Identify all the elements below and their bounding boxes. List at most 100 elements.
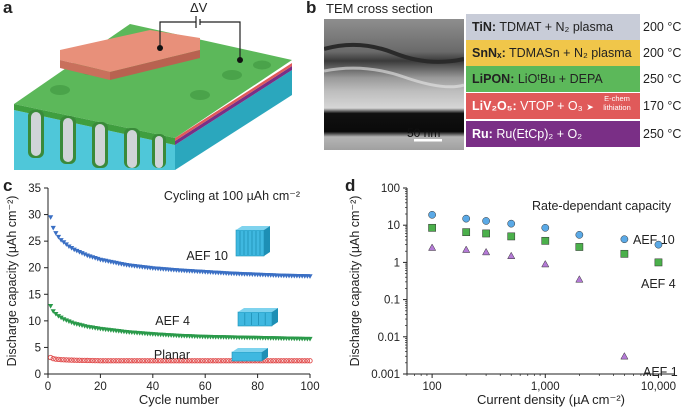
temp-tin: 200 °C (643, 20, 682, 34)
y-tick-label: 10 (387, 220, 400, 232)
data-point-planar (213, 358, 219, 364)
data-point-aef-10 (82, 252, 88, 257)
data-point-aef-10 (620, 235, 629, 244)
data-point-aef-4 (307, 336, 313, 342)
data-point-planar (61, 357, 67, 363)
data-point-planar (273, 358, 279, 364)
y-tick-label: 30 (28, 210, 41, 222)
temp-ru: 250 °C (643, 127, 682, 141)
series-label-planar: Planar (154, 348, 190, 362)
device-schematic: ΔV (14, 0, 292, 170)
data-point-aef-10 (507, 219, 516, 228)
panel-letter-d: d (345, 176, 356, 195)
data-point-aef-10 (74, 248, 80, 254)
data-point-planar (275, 358, 282, 364)
layer-lipon: LiPON: LiOᵗBu + DEPA (466, 66, 640, 92)
data-point-aef-4 (575, 243, 584, 251)
data-point-planar (307, 358, 313, 364)
data-point-planar (76, 357, 83, 363)
data-point-aef-10 (61, 240, 67, 245)
data-point-planar (82, 357, 88, 364)
data-point-planar (126, 358, 132, 364)
data-point-aef-4 (507, 232, 516, 241)
data-point-planar (302, 358, 308, 364)
series-label-aef-4: AEF 4 (155, 314, 190, 328)
data-point-planar (265, 358, 271, 364)
data-point-planar (155, 358, 161, 364)
data-point-planar (202, 358, 208, 364)
data-point-planar (194, 358, 200, 364)
data-point-planar (134, 358, 140, 364)
data-point-planar (79, 357, 85, 363)
data-point-planar (129, 358, 135, 364)
data-point-planar (53, 356, 59, 362)
panel-letter-b: b (306, 0, 317, 17)
x-axis-label: Current density (µA cm⁻²) (477, 392, 625, 407)
data-point-planar (176, 358, 182, 364)
data-point-planar (296, 358, 303, 364)
data-point-planar (152, 358, 159, 364)
x-tick-label: 80 (251, 381, 264, 393)
data-point-aef-10 (66, 244, 72, 250)
data-point-aef-4 (58, 315, 64, 321)
tem-title: TEM cross section (326, 1, 433, 16)
data-point-planar (210, 358, 216, 364)
data-point-planar (92, 357, 98, 364)
y-tick-label: 0.1 (384, 295, 400, 307)
series-icon-aef-4 (237, 308, 278, 327)
data-point-aef-10 (307, 274, 313, 279)
data-point-aef-10 (541, 223, 550, 232)
voltage-circuit (159, 16, 241, 60)
data-point-aef-4 (462, 228, 471, 237)
voltage-label: ΔV (190, 0, 208, 15)
y-tick-label: 20 (28, 263, 41, 275)
tem-image (324, 19, 464, 150)
y-tick-label: 5 (35, 342, 41, 354)
y-tick-label: 0.01 (378, 332, 400, 344)
lithiation-note: E-chem lithiation (603, 94, 631, 112)
data-point-planar (163, 358, 169, 364)
top-surface (14, 24, 292, 138)
data-point-planar (218, 358, 224, 364)
data-point-planar (74, 357, 80, 363)
data-point-planar (199, 358, 206, 364)
data-point-planar (207, 358, 214, 364)
data-point-planar (171, 358, 177, 364)
top-electrode (60, 30, 200, 72)
data-point-planar (84, 357, 90, 364)
data-point-aef-10 (575, 231, 584, 239)
data-point-aef-4 (482, 229, 490, 238)
data-point-planar (97, 358, 104, 364)
data-point-aef-1 (428, 243, 437, 251)
data-point-aef-10 (76, 249, 83, 255)
data-point-planar (123, 358, 130, 364)
data-point-planar (71, 357, 77, 363)
series-icon-planar (231, 348, 268, 362)
substrate-side (175, 70, 292, 170)
y-tick-label: 0 (35, 369, 41, 381)
temp-snnx: 200 °C (643, 46, 682, 60)
series-icon-aef-10 (235, 226, 270, 257)
data-point-aef-10 (71, 247, 77, 253)
data-point-planar (299, 358, 305, 364)
data-point-aef-10 (63, 242, 69, 247)
data-point-aef-10 (55, 234, 62, 240)
data-point-planar (165, 358, 172, 364)
y-axis-label: Discharge capacity (µAh cm⁻²) (5, 196, 19, 367)
data-point-aef-4 (541, 236, 550, 245)
data-point-planar (137, 358, 143, 364)
data-point-planar (47, 354, 54, 361)
series-label-aef-10: AEF 10 (633, 233, 675, 247)
panel-letter-a: a (3, 0, 13, 17)
trench-array (28, 110, 166, 168)
x-tick-label: 60 (199, 381, 212, 393)
data-point-aef-10 (428, 210, 436, 219)
scale-bar-label: 50 nm (407, 126, 441, 140)
data-point-planar (173, 358, 180, 364)
scale-bar (414, 139, 442, 142)
data-point-planar (268, 358, 274, 364)
x-tick-label: 100 (300, 381, 319, 393)
data-point-planar (58, 357, 64, 363)
data-point-aef-4 (654, 258, 663, 267)
temp-liv2o5: 170 °C (643, 99, 682, 113)
